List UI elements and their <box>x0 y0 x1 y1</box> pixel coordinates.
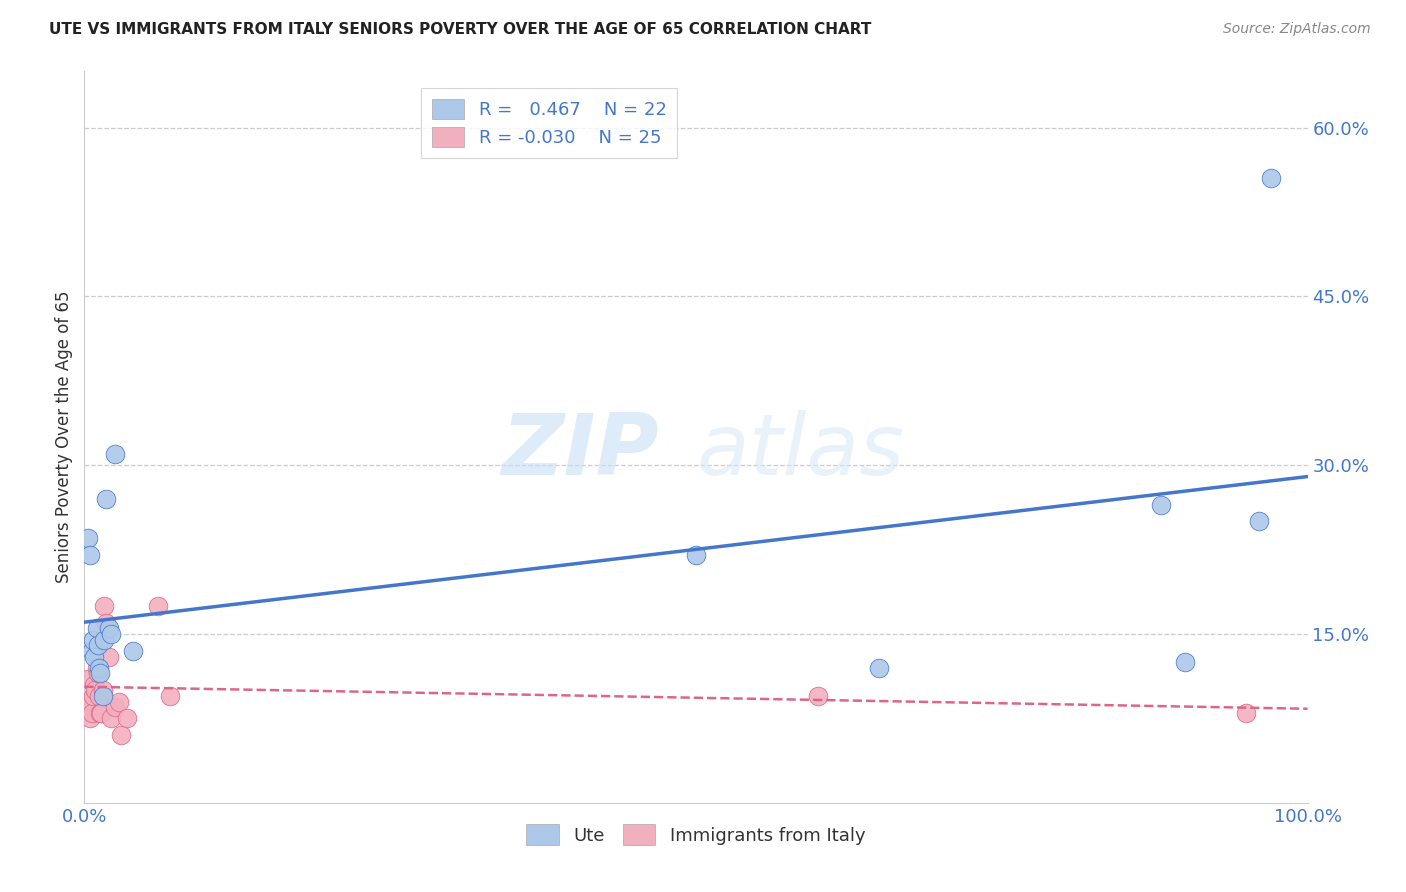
Text: UTE VS IMMIGRANTS FROM ITALY SENIORS POVERTY OVER THE AGE OF 65 CORRELATION CHAR: UTE VS IMMIGRANTS FROM ITALY SENIORS POV… <box>49 22 872 37</box>
Point <box>87 661 110 675</box>
Point <box>100 627 122 641</box>
Point <box>77 532 100 546</box>
Text: atlas: atlas <box>696 410 904 493</box>
Point <box>87 666 110 681</box>
Point <box>97 621 120 635</box>
Point <box>87 689 110 703</box>
Point <box>84 683 107 698</box>
Point <box>1174 655 1197 669</box>
Point <box>685 548 707 562</box>
Point <box>89 706 111 720</box>
Point <box>80 644 103 658</box>
Point <box>86 621 108 635</box>
Point <box>96 615 118 630</box>
Point <box>122 644 145 658</box>
Point <box>110 728 132 742</box>
Point <box>1260 171 1282 186</box>
Point <box>104 700 127 714</box>
Text: ZIP: ZIP <box>502 410 659 493</box>
Point <box>79 711 101 725</box>
Point <box>869 661 891 675</box>
Point <box>104 447 127 461</box>
Point <box>82 689 104 703</box>
Point <box>80 706 103 720</box>
Point <box>1247 515 1270 529</box>
Point <box>115 711 138 725</box>
Point <box>77 694 100 708</box>
Point <box>96 491 118 506</box>
Point <box>83 649 105 664</box>
Point <box>83 678 105 692</box>
Point <box>79 548 101 562</box>
Point <box>807 689 830 703</box>
Point <box>91 689 114 703</box>
Point <box>86 661 108 675</box>
Point <box>82 632 104 647</box>
Point <box>93 632 115 647</box>
Point <box>90 706 112 720</box>
Point <box>97 649 120 664</box>
Point <box>159 689 181 703</box>
Text: Source: ZipAtlas.com: Source: ZipAtlas.com <box>1223 22 1371 37</box>
Point <box>87 638 110 652</box>
Point <box>107 694 129 708</box>
Point <box>100 711 122 725</box>
Point <box>1150 498 1173 512</box>
Point <box>1236 706 1258 720</box>
Point <box>93 599 115 613</box>
Point <box>91 683 114 698</box>
Point <box>146 599 169 613</box>
Point <box>89 666 111 681</box>
Legend: Ute, Immigrants from Italy: Ute, Immigrants from Italy <box>519 817 873 852</box>
Y-axis label: Seniors Poverty Over the Age of 65: Seniors Poverty Over the Age of 65 <box>55 291 73 583</box>
Point <box>77 672 100 686</box>
